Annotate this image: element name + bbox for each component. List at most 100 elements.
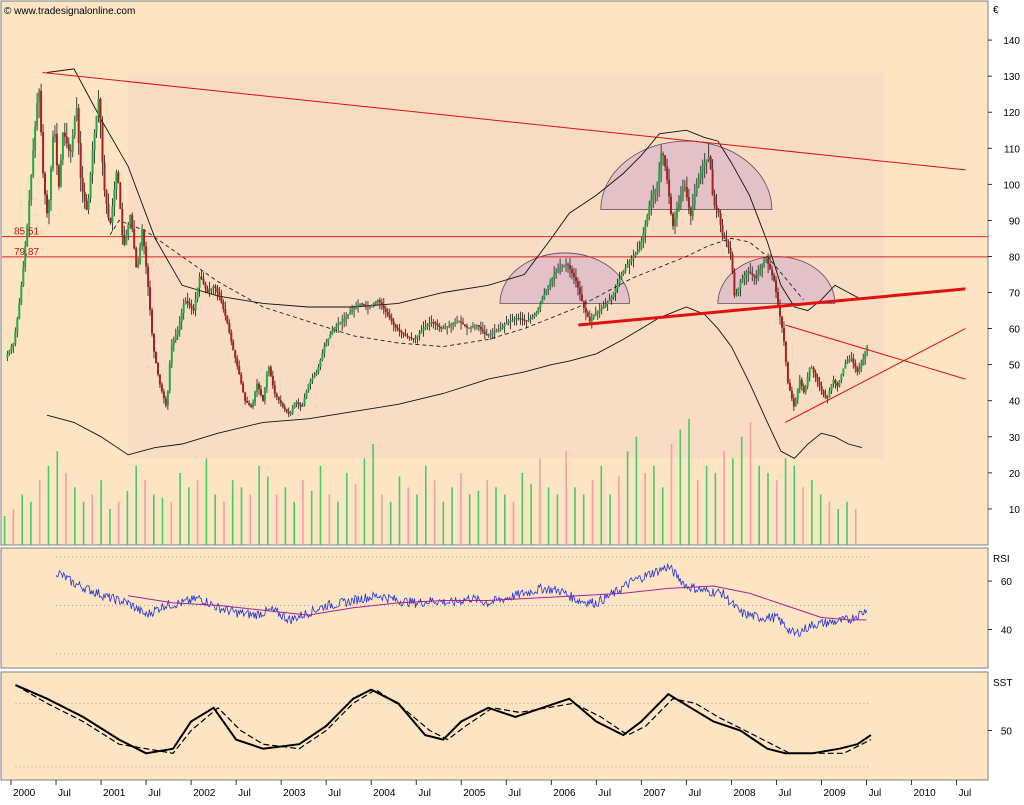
candle-body [115,172,118,190]
candle-body [57,165,60,187]
candle-body [345,316,348,319]
volume-bar [723,451,725,545]
candle-body [99,98,102,123]
candle-body [52,136,54,169]
candle-body [477,325,480,327]
candle-body [511,319,514,321]
candle-body [515,318,518,320]
candle-body [218,292,221,297]
candle-body [113,189,116,207]
candle-body [50,168,52,201]
candle-body [802,386,805,393]
candle-body [561,266,564,268]
volume-bar [776,480,778,545]
candle-body [22,267,25,286]
candle-body [325,342,328,347]
candle-body [660,154,663,170]
candle-body [317,366,320,373]
candle-body [432,322,435,324]
candle-body [628,261,631,265]
x-tick-label: Jul [58,788,71,799]
candle-body [509,320,512,322]
volume-bar [284,487,287,545]
candle-body [95,115,98,133]
candle-body [392,321,395,325]
candle-body [343,319,346,322]
candle-body [678,203,680,211]
x-tick-label: Jul [688,788,701,799]
volume-bar [346,472,348,545]
candle-body [830,384,833,391]
candle-body [24,246,27,267]
watermark: © www.tradesignalonline.com [4,6,135,17]
candle-body [198,276,201,288]
candle-body [133,229,136,249]
volume-bar [802,487,804,545]
candle-body [263,387,266,401]
candle-body [814,372,817,378]
candle-body [501,326,504,328]
candle-body [590,318,593,322]
volume-bar [398,476,401,545]
volume-bar [539,458,541,545]
x-tick-label: 2007 [643,788,666,799]
candle-body [505,323,508,325]
candle-body [576,281,579,288]
volume-bar [732,458,734,545]
candle-body [285,409,288,412]
candle-body [178,322,181,330]
candle-body [444,327,447,328]
candle-body [771,269,774,276]
candle-body [8,350,11,354]
volume-bar [846,501,848,545]
rsi-line [55,562,867,637]
trend-line [578,287,966,327]
candle-body [450,324,453,326]
candle-body [365,304,367,306]
candle-body [596,311,599,313]
candle-body [63,132,66,137]
candle-body [208,290,211,293]
volume-bar [196,480,199,545]
candle-body [396,327,399,330]
candle-body [642,233,645,242]
candle-body [440,327,443,329]
candle-body [654,189,657,195]
price-y-tick-label: 140 [1003,36,1020,47]
candle-body [220,296,223,303]
rsi-y-tick-label: 40 [1001,626,1013,637]
candle-body [773,275,776,281]
candle-body [533,315,536,317]
volume-bar [547,487,550,545]
candle-body [402,332,405,335]
volume-bar [556,494,559,545]
candle-body [232,341,235,351]
bollinger-lower-line [46,306,863,459]
candle-body [109,217,112,223]
candle-body [838,380,841,387]
candle-body [559,267,562,270]
candle-body [757,273,760,278]
candle-body [420,330,423,334]
candle-body [418,333,421,336]
candle-body [481,329,484,332]
candle-body [468,327,470,329]
candle-body [430,322,433,324]
candle-body [818,381,821,387]
price-y-tick-label: 120 [1003,108,1020,119]
candle-body [485,334,488,336]
candle-body [503,324,506,327]
candle-body [786,362,789,383]
candle-body [549,281,552,286]
candle-body [174,334,177,340]
candle-body [499,327,502,330]
candle-body [53,133,56,137]
candle-body [170,344,173,364]
candle-body [668,179,671,197]
volume-bar [793,465,796,545]
volume-bar [214,494,216,545]
candle-body [739,281,742,288]
candle-body [735,294,738,296]
candle-body [683,187,686,190]
price-y-tick-label: 110 [1004,144,1020,155]
